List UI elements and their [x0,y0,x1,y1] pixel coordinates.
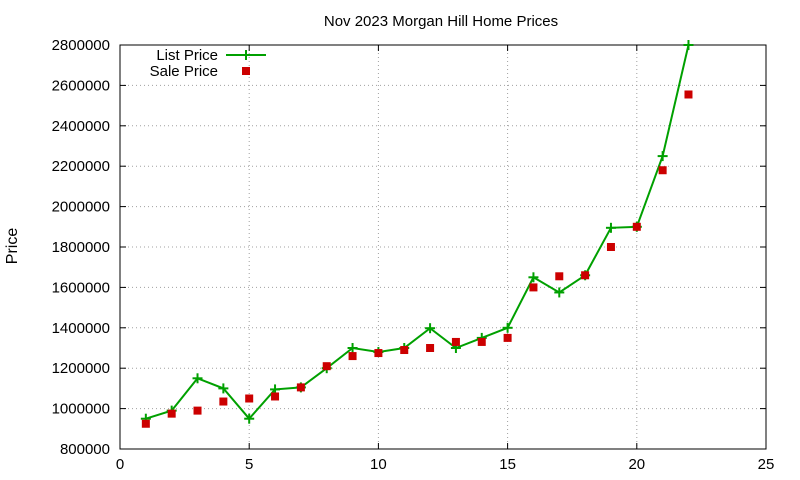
y-tick-label: 2800000 [52,37,110,54]
data-point-square [167,409,176,418]
legend-square [242,67,250,75]
y-tick-label: 2200000 [52,158,110,175]
data-point-plus [244,413,255,424]
data-point-square [374,349,383,358]
data-point-plus [347,343,358,353]
grid [120,45,766,449]
series-line [145,44,690,421]
data-point-plus [528,272,539,283]
series-list-price [140,40,694,424]
y-tick-label: 1600000 [52,279,110,296]
x-tick-label: 15 [499,456,516,473]
data-point-plus [192,373,203,384]
data-point-square [581,271,590,280]
x-tick-label: 20 [628,456,645,473]
data-point-plus [657,151,668,162]
axis-ticks: 0 5 10 15 20 25 800000 1000000 1200000 1400000 160… [52,37,775,473]
data-point-square [193,406,202,415]
series-layer [140,40,694,428]
data-point-plus [605,222,616,233]
data-point-square [271,392,280,401]
data-point-square [348,352,357,361]
x-tick-label: 0 [116,456,124,473]
y-tick-label: 1400000 [52,320,110,337]
data-point-square [426,344,435,352]
legend-label: Sale Price [150,63,218,80]
data-point-square [219,397,228,406]
data-point-square [245,394,254,403]
data-point-square [632,222,641,231]
data-point-square [296,383,305,392]
data-point-plus [554,287,565,298]
data-point-square [658,166,667,175]
data-point-square [606,243,615,251]
legend-label: List Price [156,47,218,64]
y-axis-label: Price [4,228,21,265]
y-tick-label: 1000000 [52,401,110,418]
data-point-square [684,90,693,99]
y-tick-label: 2000000 [52,199,110,216]
y-tick-label: 800000 [60,441,110,458]
data-point-square [477,337,486,346]
chart-title: Nov 2023 Morgan Hill Home Prices [324,13,558,30]
data-point-square [451,337,460,346]
data-point-plus [425,323,436,334]
x-tick-label: 5 [245,456,253,473]
data-point-square [555,272,564,281]
y-tick-label: 1800000 [52,239,110,256]
data-point-plus [502,322,513,333]
data-point-square [400,346,409,355]
series-sale-price [141,90,693,428]
data-point-square [529,283,538,292]
x-tick-label: 10 [370,456,387,473]
y-tick-label: 2400000 [52,118,110,135]
x-tick-label: 25 [758,456,775,473]
y-tick-label: 2600000 [52,77,110,94]
data-point-square [322,362,331,371]
data-point-plus [683,40,694,50]
data-point-plus [218,383,229,394]
data-point-square [141,419,150,428]
data-point-square [503,333,512,342]
y-tick-label: 1200000 [52,360,110,377]
